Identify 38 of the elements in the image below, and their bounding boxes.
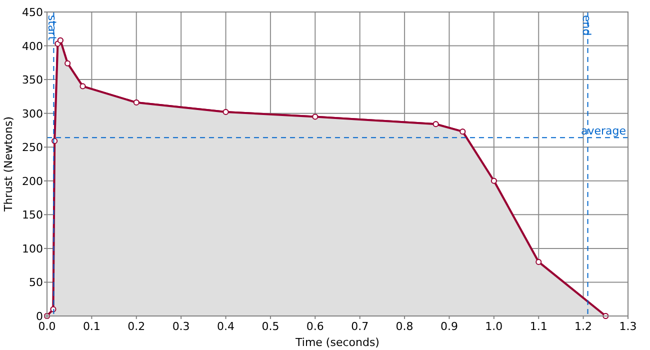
point <box>490 178 497 184</box>
point <box>133 100 140 106</box>
point <box>460 128 466 135</box>
y-tick-label: 150 <box>22 208 43 222</box>
point <box>432 121 439 128</box>
y-tick-label: 100 <box>22 242 43 256</box>
point <box>80 83 86 90</box>
y-tick-label: 450 <box>22 6 43 19</box>
ref-line-label: average <box>580 124 626 138</box>
x-tick-label: 0.6 <box>306 320 324 333</box>
x-axis-title: Time (seconds) <box>294 336 380 349</box>
x-tick-label: 0.5 <box>262 320 280 333</box>
x-tick-label: 0.8 <box>396 320 414 333</box>
x-tick-label: 1.2 <box>574 320 592 333</box>
x-tick-label: 1.3 <box>619 320 637 333</box>
ref-line-label: start <box>46 15 59 42</box>
point <box>222 108 229 115</box>
x-tick-label: 0.9 <box>440 320 458 333</box>
y-tick-label: 250 <box>22 141 43 154</box>
y-axis-title: Thrust (Newtons) <box>2 116 15 213</box>
y-tick-label: 400 <box>22 40 43 53</box>
y-tick-label: 300 <box>22 107 43 120</box>
point <box>57 37 64 44</box>
point <box>536 258 542 265</box>
x-tick-label: 0.7 <box>351 320 369 333</box>
x-tick-label: 0.2 <box>128 320 146 333</box>
y-tick-label: 0 <box>36 310 43 323</box>
x-tick-label: 0.3 <box>172 320 190 333</box>
x-tick-label: 0.4 <box>217 320 235 333</box>
point <box>64 60 71 66</box>
y-tick-label: 200 <box>22 174 43 188</box>
y-tick-label: 350 <box>22 74 43 87</box>
x-tick-label: 1.0 <box>485 320 503 333</box>
x-tick-label: 0.0 <box>38 320 56 333</box>
x-tick-label: 0.1 <box>82 320 100 333</box>
point <box>312 114 318 120</box>
y-tick-label: 50 <box>29 276 43 290</box>
x-tick-label: 1.1 <box>530 320 548 333</box>
